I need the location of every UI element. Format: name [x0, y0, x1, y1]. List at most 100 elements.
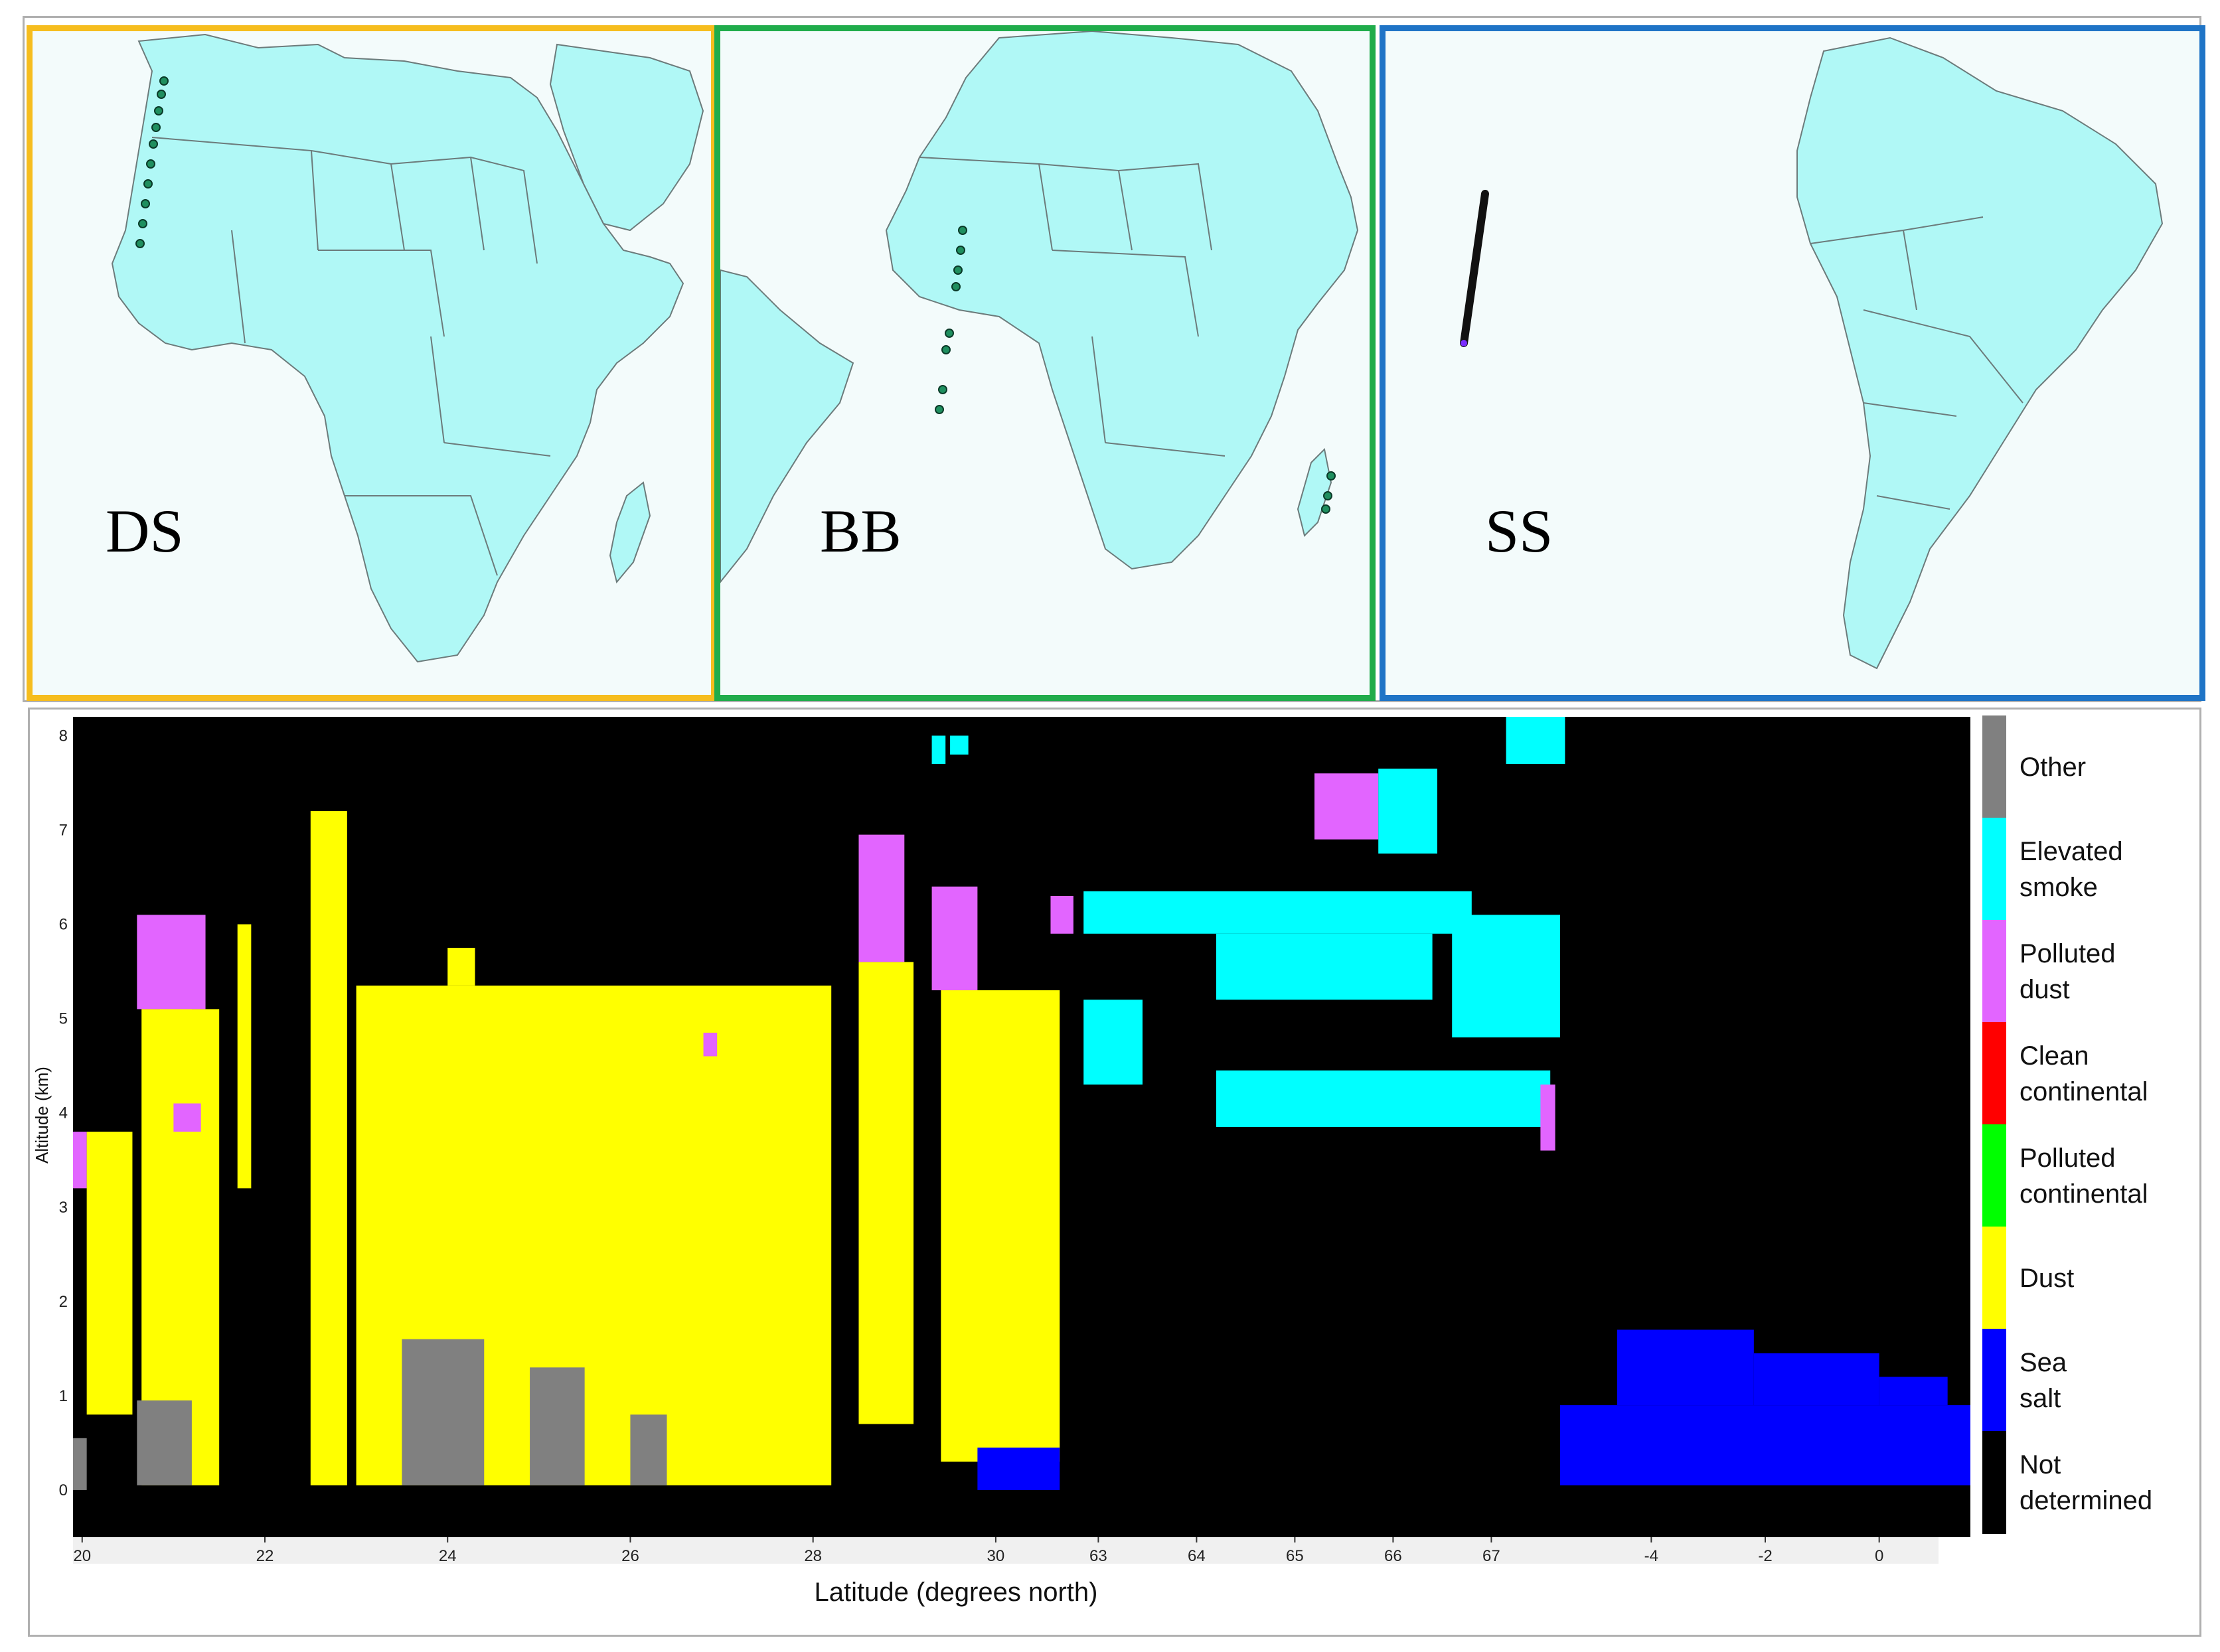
y-tick-label-8: 8	[59, 727, 68, 745]
ds-track-points	[135, 76, 169, 248]
x-tick-label-1-2: 65	[1286, 1547, 1304, 1565]
region-dust-2	[86, 1132, 133, 1415]
region-elevated-smoke-22	[950, 735, 969, 755]
region-other-0	[73, 1438, 87, 1490]
region-sea-salt-33	[1560, 1405, 1970, 1485]
africa-map-bb	[720, 31, 1359, 583]
country-borders	[1810, 216, 2023, 510]
map-label-ds: DS	[106, 497, 184, 565]
x-tick-label-0-1: 22	[256, 1547, 274, 1565]
region-polluted-dust-17	[858, 834, 905, 962]
legend-swatch-other	[1982, 715, 2006, 818]
map-label-ss: SS	[1485, 497, 1553, 565]
south-america-landmass	[1796, 37, 2164, 670]
south-america-tip	[720, 269, 854, 583]
region-elevated-smoke-28	[1216, 1070, 1551, 1127]
region-polluted-dust-29	[1314, 773, 1379, 840]
country-borders	[919, 157, 1226, 457]
ss-track-line	[1460, 190, 1489, 347]
legend-label-dust: Dust	[2020, 1264, 2074, 1293]
madagascar	[609, 481, 651, 584]
region-other-13	[530, 1367, 585, 1485]
region-dust-16	[858, 962, 914, 1424]
region-dust-8	[237, 924, 252, 1189]
region-polluted-dust-6	[173, 1103, 201, 1132]
legend-label-elevated-smoke: Elevated smoke	[2020, 837, 2123, 902]
map-panel-ds: DS	[27, 25, 717, 701]
x-axis-label: Latitude (degrees north)	[815, 1578, 1098, 1607]
region-polluted-dust-5	[137, 915, 206, 1010]
y-tick-label-6: 6	[59, 916, 68, 934]
legend-swatch-clean-continental	[1982, 1022, 2006, 1125]
region-sea-salt-35	[1753, 1353, 1879, 1406]
region-sea-salt-23	[977, 1448, 1060, 1490]
south-america-map-ss	[1460, 37, 2164, 670]
y-tick-label-1: 1	[59, 1387, 68, 1405]
region-polluted-dust-19	[931, 886, 978, 990]
region-elevated-smoke-25	[1216, 933, 1433, 1000]
x-tick-label-1-3: 66	[1384, 1547, 1402, 1565]
map-label-bb: BB	[820, 497, 902, 565]
legend-label-other: Other	[2020, 753, 2086, 782]
region-elevated-smoke-30	[1378, 769, 1437, 854]
region-other-7	[137, 1400, 192, 1485]
legend-label-sea-salt: Sea salt	[2020, 1348, 2067, 1413]
legend-label-polluted-dust: Polluted dust	[2020, 939, 2116, 1004]
legend-swatch-polluted-dust	[1982, 920, 2006, 1023]
region-dust-11	[447, 948, 475, 986]
region-dust-18	[941, 990, 1060, 1462]
y-tick-label-0: 0	[59, 1481, 68, 1499]
legend-swatch-polluted-continental	[1982, 1124, 2006, 1227]
y-tick-label-5: 5	[59, 1010, 68, 1028]
region-elevated-smoke-21	[931, 735, 946, 765]
region-elevated-smoke-31	[1506, 717, 1565, 765]
map-panel-bb: BB	[714, 25, 1376, 701]
madagascar	[1297, 447, 1332, 537]
x-tick-label-0-2: 24	[439, 1547, 457, 1565]
region-polluted-dust-1	[73, 1132, 87, 1189]
x-tick-label-1-4: 67	[1482, 1547, 1500, 1565]
region-sea-salt-34	[1617, 1329, 1754, 1406]
legend-label-polluted-continental: Polluted continental	[2020, 1144, 2148, 1209]
country-borders	[151, 137, 551, 576]
x-axis-strip	[73, 1537, 1939, 1564]
legend-label-not-determined: Not determined	[2020, 1450, 2152, 1515]
africa-map-ds	[111, 33, 704, 663]
x-tick-label-1-1: 64	[1188, 1547, 1206, 1565]
region-other-14	[630, 1414, 667, 1485]
x-tick-label-2-2: 0	[1875, 1547, 1883, 1565]
region-polluted-dust-32	[1540, 1085, 1555, 1151]
region-elevated-smoke-27	[1083, 1000, 1143, 1085]
ss-track-end-point	[1461, 340, 1467, 346]
region-dust-9	[310, 811, 347, 1485]
region-polluted-dust-15	[703, 1032, 718, 1057]
africa-landmass	[885, 31, 1359, 570]
y-tick-label-2: 2	[59, 1293, 68, 1311]
y-tick-label-4: 4	[59, 1104, 68, 1122]
x-tick-label-2-0: -4	[1644, 1547, 1658, 1565]
map-panel-ss: SS	[1380, 25, 2205, 701]
x-tick-label-0-0: 20	[73, 1547, 91, 1565]
region-elevated-smoke-26	[1452, 915, 1560, 1038]
y-tick-label-7: 7	[59, 821, 68, 839]
x-tick-label-0-5: 30	[987, 1547, 1005, 1565]
y-tick-label-3: 3	[59, 1199, 68, 1217]
x-tick-label-1-0: 63	[1089, 1547, 1107, 1565]
africa-landmass	[111, 33, 684, 663]
x-tick-label-0-4: 28	[804, 1547, 822, 1565]
region-elevated-smoke-24	[1083, 891, 1472, 934]
x-tick-label-0-3: 26	[621, 1547, 639, 1565]
legend-swatch-sea-salt	[1982, 1329, 2006, 1432]
ground-band	[73, 1489, 1970, 1537]
y-axis-label: Altitude (km)	[32, 1067, 52, 1164]
region-sea-salt-36	[1879, 1377, 1948, 1406]
legend-swatch-not-determined	[1982, 1431, 2006, 1534]
legend-label-clean-continental: Clean continental	[2020, 1041, 2148, 1106]
legend-swatch-dust	[1982, 1227, 2006, 1329]
region-polluted-dust-20	[1050, 895, 1073, 934]
legend-swatch-elevated-smoke	[1982, 818, 2006, 921]
arabian-peninsula	[549, 43, 704, 232]
region-other-12	[402, 1339, 485, 1485]
x-tick-label-2-1: -2	[1758, 1547, 1772, 1565]
